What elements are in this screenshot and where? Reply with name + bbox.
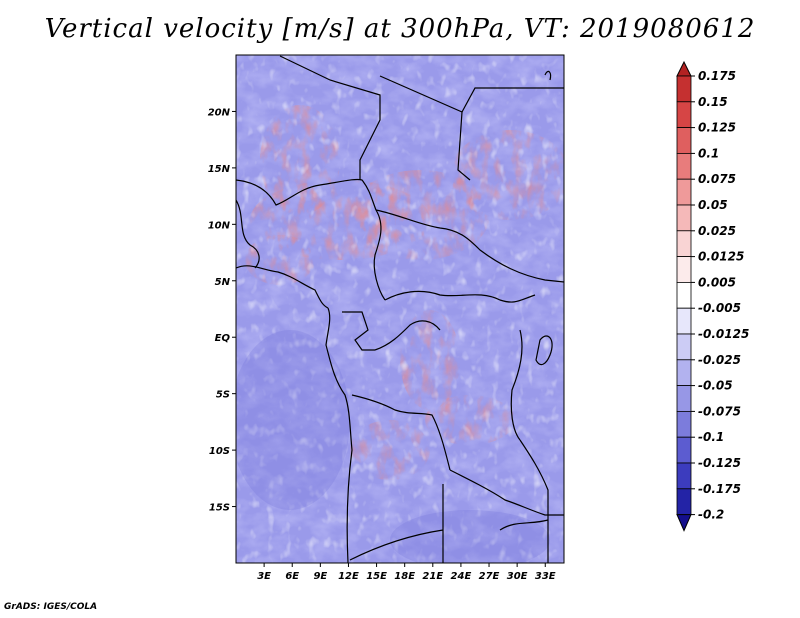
colorbar-label: -0.125	[698, 456, 741, 470]
lat-tick-label: 5N	[215, 277, 231, 288]
lon-tick-label: 15E	[366, 571, 387, 582]
lon-tick-label: 33E	[535, 571, 556, 582]
colorbar-band	[676, 281, 692, 309]
colorbar-band	[676, 152, 692, 180]
lon-tick-label: 21E	[422, 571, 443, 582]
colorbar-band	[676, 230, 692, 258]
colorbar-band	[676, 101, 692, 129]
colorbar-label: -0.0125	[698, 327, 749, 341]
colorbar-label: -0.2	[698, 508, 724, 522]
colorbar-top-arrow	[676, 60, 692, 77]
colorbar-band	[676, 75, 692, 103]
colorbar-band	[676, 488, 692, 515]
colorbar: 0.175 0.15 0.125 0.1 0.075 0.05 0.025 0.0125 0.0…	[676, 60, 749, 532]
colorbar-label: -0.075	[698, 404, 741, 418]
lat-tick-label: 10S	[209, 446, 230, 457]
lat-tick-label: 15S	[209, 503, 230, 514]
colorbar-band	[676, 385, 692, 412]
lon-tick-label: 6E	[285, 571, 299, 582]
lon-tick-label: 24E	[451, 571, 472, 582]
colorbar-band	[676, 307, 692, 335]
lat-tick-label: 20N	[208, 107, 231, 118]
colorbar-label: -0.05	[698, 379, 733, 393]
lat-tick-label: 15N	[208, 164, 231, 175]
colorbar-bottom-arrow	[676, 514, 692, 532]
latitude-axis: 20N 15N 10N 5N EQ 5S 10S 15S	[208, 107, 236, 514]
colorbar-band	[676, 436, 692, 464]
lon-tick-label: 18E	[394, 571, 415, 582]
colorbar-band	[676, 333, 692, 361]
colorbar-label: 0.175	[698, 69, 736, 83]
colorbar-band	[676, 127, 692, 154]
colorbar-label: 0.005	[698, 275, 736, 289]
vertical-velocity-field	[236, 55, 564, 563]
lat-tick-label: 10N	[208, 220, 231, 231]
colorbar-band	[676, 178, 692, 206]
colorbar-label: -0.1	[698, 430, 724, 444]
colorbar-label: 0.05	[698, 198, 728, 212]
lon-tick-label: 12E	[338, 571, 359, 582]
lon-tick-label: 9E	[313, 571, 327, 582]
country-boundaries	[236, 55, 564, 563]
grads-credit: GrADS: IGES/COLA	[4, 602, 98, 612]
colorbar-label: 0.0125	[698, 250, 744, 264]
lat-tick-label: EQ	[215, 333, 231, 344]
colorbar-label: -0.175	[698, 482, 741, 496]
lon-tick-label: 27E	[479, 571, 500, 582]
colorbar-band	[676, 359, 692, 386]
colorbar-band	[676, 256, 692, 283]
lat-tick-label: 5S	[216, 390, 230, 401]
map-frame	[235, 54, 565, 564]
colorbar-label: 0.1	[698, 146, 719, 160]
colorbar-label: -0.005	[698, 301, 741, 315]
colorbar-band	[676, 410, 692, 438]
colorbar-label: 0.125	[698, 121, 736, 135]
lon-tick-label: 30E	[507, 571, 528, 582]
colorbar-label: 0.075	[698, 172, 736, 186]
colorbar-label: -0.025	[698, 353, 741, 367]
colorbar-label: 0.15	[698, 95, 728, 109]
map-title: Vertical velocity [m/s] at 300hPa, VT: 2…	[44, 14, 756, 44]
colorbar-band	[676, 204, 692, 232]
colorbar-label: 0.025	[698, 224, 736, 238]
colorbar-band	[676, 462, 692, 490]
longitude-axis: 3E 6E 9E 12E 15E 18E 21E 24E 27E 30E 33E	[257, 563, 556, 582]
lon-tick-label: 3E	[257, 571, 271, 582]
